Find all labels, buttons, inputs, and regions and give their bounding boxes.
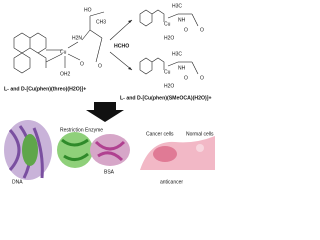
cancer-cells-label: Cancer cells bbox=[146, 131, 174, 137]
anticancer-image bbox=[140, 136, 215, 170]
atom: OH2 bbox=[60, 71, 71, 77]
reactant-structure: Cu HO CH3 H2N OH2 O O L- and D-[Cu(phen)… bbox=[4, 7, 106, 92]
bsa-image bbox=[90, 134, 130, 166]
dna-label: DNA bbox=[12, 179, 23, 185]
enzyme-image bbox=[57, 132, 93, 168]
product-structure: H3C NH Cu O H2O O bbox=[139, 3, 204, 41]
bsa-label: BSA bbox=[104, 169, 115, 175]
dna-image bbox=[4, 120, 52, 180]
product-structure: H3C NH Cu O H2O O bbox=[139, 51, 204, 89]
atom: NH bbox=[178, 65, 186, 71]
enzyme-label: Restriction Enzyme bbox=[60, 127, 103, 133]
atom: Cu bbox=[164, 21, 171, 27]
atom: Cu bbox=[60, 49, 67, 55]
reagent: HCHO bbox=[114, 43, 129, 49]
atom: O bbox=[200, 75, 204, 81]
atom: HO bbox=[84, 7, 92, 13]
atom: H2N bbox=[72, 35, 82, 41]
down-arrow bbox=[86, 102, 124, 122]
product-label: L- and D-[Cu(phen)(SMeOCA)(H2O)]+ bbox=[120, 95, 212, 101]
anticancer-label: anticancer bbox=[160, 179, 183, 185]
atom: H3C bbox=[172, 3, 182, 9]
atom: O bbox=[184, 27, 188, 33]
atom: H2O bbox=[164, 35, 174, 41]
reactant-label: L- and D-[Cu(phen)(threo)(H2O)]+ bbox=[4, 86, 86, 92]
atom: Cu bbox=[164, 69, 171, 75]
atom: O bbox=[80, 61, 84, 67]
atom: CH3 bbox=[96, 19, 106, 25]
normal-cells-label: Normal cells bbox=[186, 131, 214, 137]
atom: O bbox=[184, 75, 188, 81]
atom: O bbox=[98, 63, 102, 69]
atom: O bbox=[200, 27, 204, 33]
atom: NH bbox=[178, 17, 186, 23]
graphical-abstract: Cu HO CH3 H2N OH2 O O L- and D-[Cu(phen)… bbox=[4, 3, 215, 185]
atom: H2O bbox=[164, 83, 174, 89]
atom: H3C bbox=[172, 51, 182, 57]
